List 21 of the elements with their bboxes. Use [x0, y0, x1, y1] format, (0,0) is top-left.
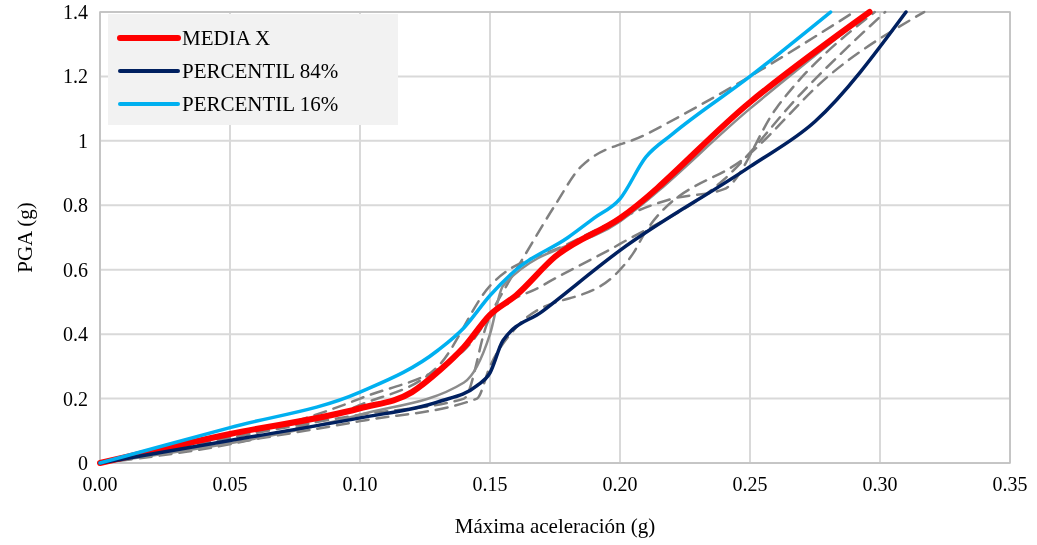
- y-tick-label: 0.6: [63, 258, 88, 281]
- legend-label: MEDIA X: [182, 26, 271, 50]
- x-tick-label: 0.30: [862, 473, 898, 495]
- x-tick-label: 0.00: [82, 473, 118, 495]
- x-tick-label: 0.05: [212, 473, 248, 495]
- y-tick-label: 0: [78, 452, 88, 474]
- y-tick-label: 0.2: [63, 387, 88, 410]
- y-tick-label: 1: [78, 129, 88, 152]
- x-tick-label: 0.10: [342, 473, 378, 495]
- y-tick-label: 1.2: [63, 65, 88, 88]
- x-axis-title: Máxima aceleración (g): [454, 514, 656, 538]
- y-tick-label: 0.8: [63, 194, 88, 217]
- x-tick-label: 0.15: [472, 473, 508, 495]
- y-axis-title: PGA (g): [13, 202, 37, 273]
- y-tick-label: 1.4: [63, 1, 88, 23]
- legend-label: PERCENTIL 84%: [182, 59, 339, 83]
- legend-label: PERCENTIL 16%: [182, 92, 339, 116]
- y-tick-label: 0.4: [63, 323, 88, 346]
- x-tick-label: 0.35: [992, 473, 1028, 495]
- x-tick-label: 0.20: [602, 473, 638, 495]
- x-tick-label: 0.25: [732, 473, 768, 495]
